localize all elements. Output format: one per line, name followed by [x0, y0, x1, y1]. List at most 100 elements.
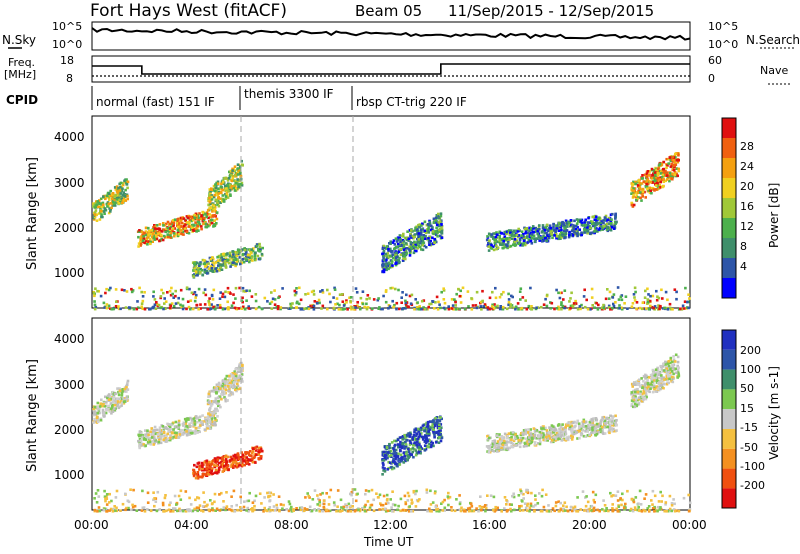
- scatter-cell: [125, 386, 128, 389]
- scatter-cell: [236, 163, 240, 166]
- scatter-cell: [409, 448, 413, 451]
- scatter-cell: [544, 297, 547, 301]
- scatter-cell: [529, 428, 532, 431]
- scatter-cell: [493, 441, 496, 445]
- scatter-cell: [393, 450, 397, 453]
- scatter-cell: [650, 167, 654, 171]
- scatter-cell: [408, 248, 411, 251]
- scatter-cell: [193, 299, 197, 303]
- scatter-cell: [604, 422, 607, 425]
- scatter-cell: [193, 269, 197, 272]
- scatter-cell: [169, 293, 173, 297]
- scatter-cell: [493, 241, 497, 245]
- scatter-cell: [540, 427, 543, 430]
- scatter-cell: [194, 429, 198, 432]
- scatter-cell: [237, 307, 241, 310]
- scatter-cell: [501, 443, 505, 447]
- noise-left-label: N.Sky: [2, 33, 36, 47]
- scatter-cell: [230, 184, 234, 188]
- scatter-cell: [317, 298, 321, 302]
- scatter-cell: [213, 189, 217, 193]
- scatter-cell: [553, 307, 556, 311]
- scatter-cell: [207, 395, 210, 398]
- scatter-cell: [386, 252, 389, 255]
- scatter-cell: [438, 423, 441, 427]
- scatter-cell: [608, 431, 611, 435]
- scatter-cell: [247, 307, 251, 310]
- scatter-cell: [432, 431, 435, 434]
- scatter-cell: [557, 237, 560, 241]
- scatter-cell: [541, 236, 544, 240]
- scatter-cell: [226, 286, 230, 290]
- scatter-cell: [227, 291, 230, 294]
- scatter-cell: [232, 465, 235, 468]
- scatter-cell: [226, 455, 229, 459]
- scatter-cell: [435, 431, 438, 434]
- scatter-cell: [423, 429, 427, 432]
- scatter-cell: [251, 451, 254, 455]
- scatter-cell: [149, 240, 152, 244]
- scatter-cell: [586, 434, 590, 437]
- scatter-cell: [215, 217, 219, 221]
- scatter-cell: [382, 268, 386, 271]
- scatter-cell: [580, 221, 584, 225]
- scatter-cell: [220, 461, 223, 464]
- scatter-cell: [110, 202, 113, 205]
- scatter-cell: [424, 231, 428, 235]
- scatter-cell: [213, 465, 217, 469]
- scatter-cell: [504, 245, 507, 249]
- scatter-cell: [337, 308, 341, 311]
- scatter-cell: [118, 389, 122, 393]
- scatter-cell: [157, 440, 161, 444]
- scatter-cell: [260, 455, 263, 458]
- scatter-cell: [179, 288, 183, 292]
- scatter-cell: [591, 304, 594, 307]
- scatter-cell: [224, 265, 228, 268]
- scatter-cell: [543, 236, 547, 240]
- scatter-cell: [235, 377, 238, 380]
- scatter-cell: [255, 243, 259, 246]
- scatter-cell: [164, 307, 167, 310]
- scatter-cell: [657, 304, 660, 307]
- scatter-cell: [211, 420, 214, 424]
- scatter-cell: [565, 222, 569, 226]
- scatter-cell: [544, 226, 548, 229]
- scatter-cell: [188, 218, 192, 222]
- scatter-cell: [412, 435, 416, 439]
- cpid-segment-1: normal (fast) 151 IF: [96, 95, 215, 109]
- scatter-cell: [102, 401, 106, 405]
- scatter-cell: [641, 174, 644, 177]
- scatter-cell: [582, 420, 586, 423]
- scatter-cell: [425, 444, 429, 448]
- scatter-cell: [562, 223, 566, 227]
- scatter-cell: [333, 286, 336, 290]
- scatter-cell: [96, 420, 100, 423]
- scatter-cell: [487, 446, 491, 450]
- scatter-cell: [500, 293, 503, 296]
- scatter-cell: [138, 442, 142, 446]
- scatter-cell: [251, 249, 255, 253]
- scatter-cell: [185, 430, 188, 433]
- scatter-cell: [529, 286, 532, 290]
- scatter-cell: [512, 243, 515, 246]
- scatter-cell: [555, 236, 558, 240]
- scatter-cell: [245, 258, 248, 261]
- scatter-cell: [543, 231, 546, 235]
- scatter-cell: [432, 444, 435, 448]
- scatter-cell: [108, 198, 111, 202]
- scatter-cell: [438, 427, 441, 430]
- scatter-cell: [235, 371, 238, 375]
- scatter-cell: [611, 306, 614, 310]
- scatter-cell: [604, 214, 608, 218]
- scatter-cell: [634, 180, 637, 184]
- scatter-cell: [389, 240, 392, 243]
- scatter-cell: [153, 303, 157, 306]
- scatter-cell: [218, 263, 221, 266]
- scatter-cell: [240, 299, 243, 302]
- scatter-cell: [387, 446, 391, 450]
- scatter-cell: [138, 286, 141, 290]
- scatter-cell: [407, 237, 411, 241]
- scatter-cell: [214, 269, 217, 273]
- scatter-cell: [96, 401, 100, 405]
- scatter-cell: [436, 419, 439, 422]
